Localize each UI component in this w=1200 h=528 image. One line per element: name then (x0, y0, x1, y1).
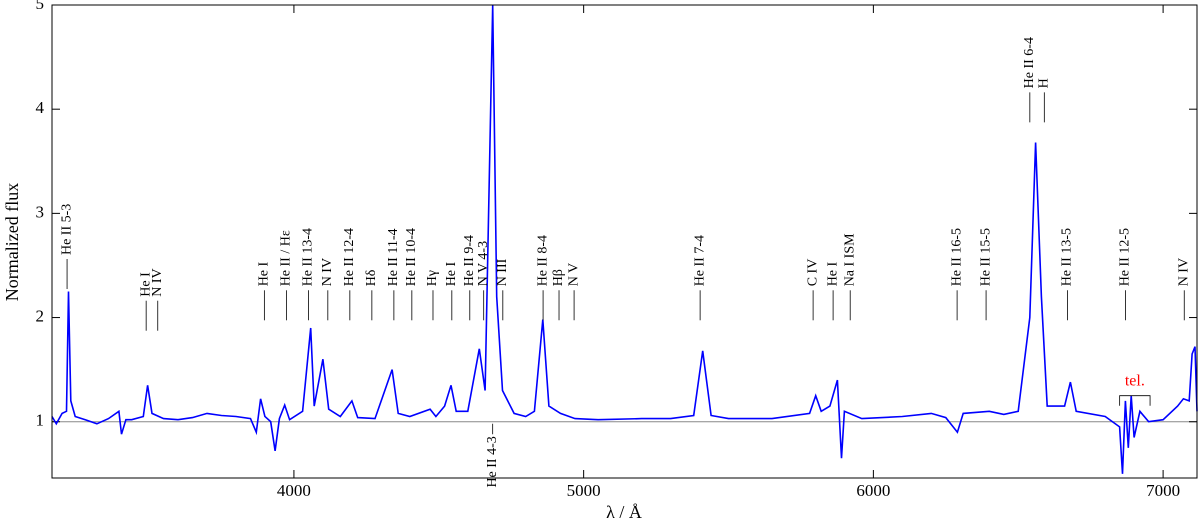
annotation: He I (257, 261, 272, 286)
annotation: N III (495, 258, 510, 286)
annotation: He II 13-5 (1060, 228, 1075, 286)
telluric-bracket (1119, 395, 1151, 406)
x-axis-label: λ / Å (606, 502, 642, 522)
y-tick-label: 4 (36, 98, 45, 117)
annotation: Hγ (425, 270, 440, 286)
annotation: N IV (1176, 258, 1191, 286)
annotation: C IV (805, 259, 820, 287)
y-tick-label: 1 (36, 411, 45, 430)
x-tick-label: 7000 (1146, 481, 1180, 500)
annotation: H (1037, 78, 1052, 88)
annotation: He II 10-4 (404, 228, 419, 286)
telluric-label: tel. (1125, 372, 1145, 389)
annotation: He II 12-5 (1118, 228, 1133, 286)
annotation: He II 5-3 (59, 204, 74, 255)
x-tick-label: 5000 (567, 481, 601, 500)
annotation: He I (444, 261, 459, 286)
x-tick-label: 6000 (856, 481, 890, 500)
annotation: N V 4-3 (476, 241, 491, 286)
annotation: He II 11-4 (386, 229, 401, 287)
plot-frame (51, 4, 1198, 479)
annotation: He II 15-5 (978, 228, 993, 286)
annotation: He II 4-3 (485, 436, 500, 487)
annotation: N V (566, 263, 581, 286)
spectrum-line (51, 4, 1198, 474)
annotation: He II 12-4 (342, 228, 357, 286)
annotation: Na I ISM (842, 233, 857, 286)
annotation: He II 8-4 (535, 235, 550, 286)
annotation: He I (825, 261, 840, 286)
y-axis-label: Normalized flux (2, 183, 22, 301)
y-tick-label: 3 (36, 202, 45, 221)
annotation: He II 13-4 (301, 228, 316, 286)
y-tick-label: 2 (36, 306, 45, 325)
annotation: He II 9-4 (462, 235, 477, 286)
y-tick-label: 5 (36, 0, 45, 13)
annotation: He II / Hε (279, 230, 294, 286)
annotation: N IV (320, 258, 335, 286)
x-tick-label: 4000 (277, 481, 311, 500)
annotation: Hβ (551, 269, 566, 286)
annotation: He II 16-5 (949, 228, 964, 286)
annotation: He I (138, 272, 153, 297)
annotation: He II 6-4 (1022, 37, 1037, 88)
annotation: N IV (150, 268, 165, 296)
annotation: He II 7-4 (692, 235, 707, 286)
annotation: Hδ (364, 269, 379, 286)
